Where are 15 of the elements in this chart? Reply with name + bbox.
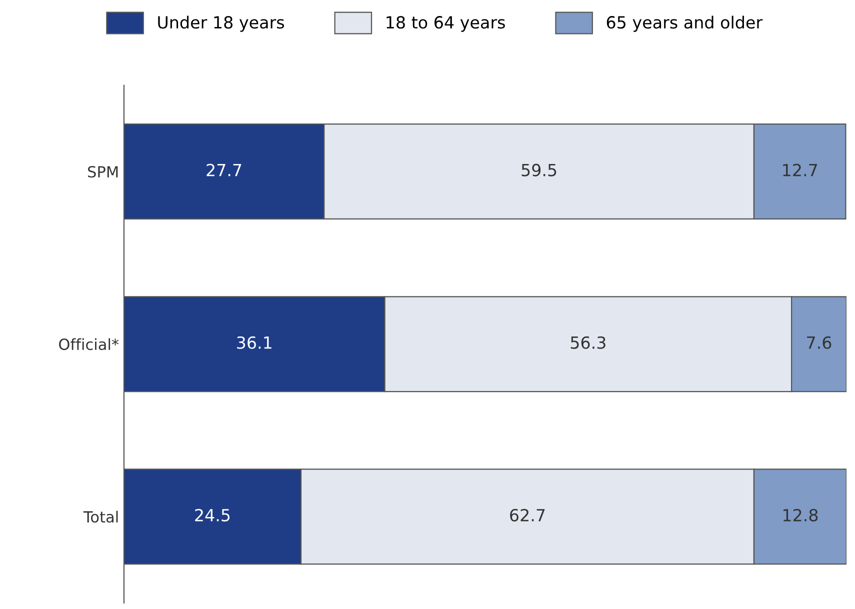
legend-label: Under 18 years <box>158 16 284 32</box>
data-label: 24.5 <box>195 508 230 522</box>
data-label: 27.7 <box>206 164 242 176</box>
data-label: 12.7 <box>783 164 817 176</box>
data-label: 12.8 <box>783 508 818 522</box>
y-tick-label: Official* <box>59 338 119 350</box>
legend-label: 18 to 64 years <box>386 16 505 32</box>
data-label: 36.1 <box>237 336 272 349</box>
legend-label: 65 years and older <box>606 16 763 32</box>
data-label: 59.5 <box>522 164 556 176</box>
y-tick-label: SPM <box>88 166 118 178</box>
data-label: 7.6 <box>807 336 832 349</box>
y-tick-label: Total <box>83 510 118 523</box>
data-label: 62.7 <box>510 508 545 522</box>
data-label: 56.3 <box>570 336 606 349</box>
